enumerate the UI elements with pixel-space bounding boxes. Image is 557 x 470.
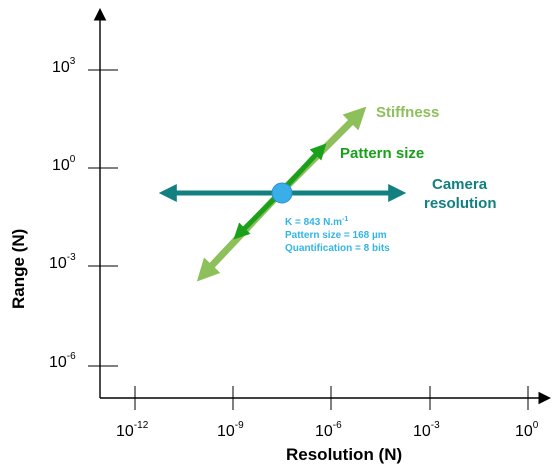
x-axis-title: Resolution (N) xyxy=(286,445,402,464)
pattern-size-value: Pattern size = 168 µm xyxy=(285,230,387,241)
x-tick-label: 100 xyxy=(515,420,539,440)
y-tick-label: 10-6 xyxy=(49,351,76,371)
x-tick-label: 10-12 xyxy=(116,420,149,440)
operating-point-marker xyxy=(271,182,293,204)
y-tick-label: 10-3 xyxy=(49,252,76,272)
stiffness-label: Stiffness xyxy=(376,104,439,121)
x-tick-label: 10-9 xyxy=(217,420,244,440)
y-tick-label: 103 xyxy=(52,56,76,76)
camera-resolution-label: resolution xyxy=(424,195,497,212)
pattern-size-label: Pattern size xyxy=(340,145,424,162)
x-tick-label: 10-6 xyxy=(315,420,342,440)
pattern-size-arrow xyxy=(280,143,327,193)
axes: 103 100 10-3 10-6 10-12 10-9 10-6 10-3 1… xyxy=(9,7,552,464)
y-axis-title: Range (N) xyxy=(9,229,28,309)
stiffness-value: K = 843 N.m-1 xyxy=(285,216,348,228)
quantification-value: Quantification = 8 bits xyxy=(285,243,390,254)
x-tick-label: 10-3 xyxy=(413,420,440,440)
y-tick-label: 100 xyxy=(52,154,76,174)
camera-label: Camera xyxy=(432,176,488,193)
